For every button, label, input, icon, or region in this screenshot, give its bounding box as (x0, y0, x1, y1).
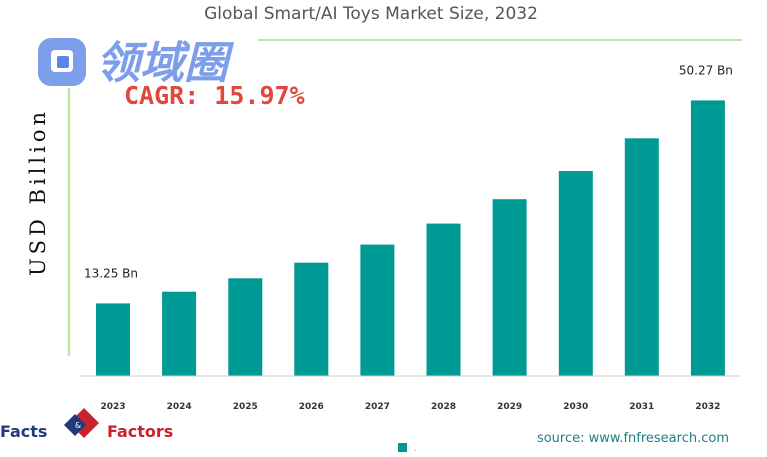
watermark-text: 领域圈 (96, 38, 235, 89)
x-tick-label-2028: 2028 (431, 402, 456, 412)
bars-group (96, 100, 725, 377)
bar-2032 (690, 100, 725, 377)
logo-factors-text: Factors (107, 422, 173, 441)
chart-title: Global Smart/AI Toys Market Size, 2032 (204, 4, 538, 24)
x-tick-label-2027: 2027 (365, 402, 390, 412)
data-label-2023: 13.25 Bn (84, 266, 138, 280)
bar-2031 (624, 138, 659, 376)
data-labels: 13.25 Bn 50.27 Bn (84, 63, 733, 280)
x-tick-label-2032: 2032 (695, 402, 720, 412)
x-tick-label-2031: 2031 (629, 402, 654, 412)
y-axis-label: USD Billion (26, 108, 50, 276)
data-label-2032: 50.27 Bn (679, 63, 733, 77)
x-tick-label-2030: 2030 (563, 402, 588, 412)
x-tick-label-2024: 2024 (167, 402, 192, 412)
x-tick-label-2025: 2025 (233, 402, 258, 412)
x-tick-label-2029: 2029 (497, 402, 522, 412)
bar-2024 (162, 291, 197, 376)
legend-label: . (414, 444, 417, 453)
legend-swatch (398, 443, 407, 452)
x-tick-labels: 2023 2024 2025 2026 2027 2028 2029 2030 2031 2032 (100, 402, 720, 412)
source-text: source: www.fnfresearch.com (537, 431, 729, 446)
bar-2030 (558, 171, 593, 376)
cagr-label: CAGR: 15.97% (124, 81, 305, 110)
facts-factors-logo: Facts & Factors (0, 408, 173, 441)
legend: . (398, 443, 417, 453)
x-tick-label-2026: 2026 (299, 402, 324, 412)
bar-2029 (492, 199, 527, 376)
bar-2028 (426, 223, 461, 376)
bar-2026 (294, 262, 329, 376)
svg-text:&: & (75, 421, 81, 430)
watermark-badge-core (57, 56, 69, 68)
logo-facts-text: Facts (0, 422, 47, 441)
bar-2023 (96, 303, 130, 376)
bar-2025 (228, 278, 263, 376)
facts-factors-diamond-icon: & (64, 408, 99, 438)
x-tick-label-2023: 2023 (100, 402, 125, 412)
bar-2027 (360, 244, 395, 376)
watermark: 领域圈 (38, 38, 235, 89)
